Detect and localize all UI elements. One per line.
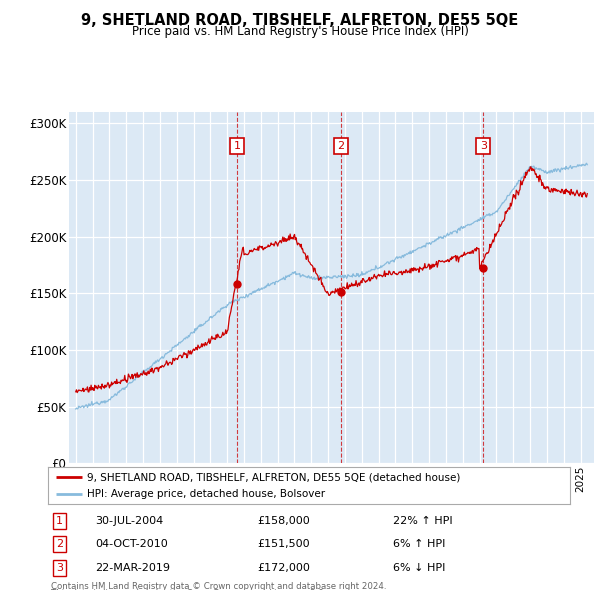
Text: 6% ↓ HPI: 6% ↓ HPI xyxy=(392,563,445,573)
Text: 9, SHETLAND ROAD, TIBSHELF, ALFRETON, DE55 5QE (detached house): 9, SHETLAND ROAD, TIBSHELF, ALFRETON, DE… xyxy=(87,473,461,482)
Text: £172,000: £172,000 xyxy=(257,563,310,573)
Text: Price paid vs. HM Land Registry's House Price Index (HPI): Price paid vs. HM Land Registry's House … xyxy=(131,25,469,38)
Text: 6% ↑ HPI: 6% ↑ HPI xyxy=(392,539,445,549)
Text: £158,000: £158,000 xyxy=(257,516,310,526)
Text: Contains HM Land Registry data © Crown copyright and database right 2024.: Contains HM Land Registry data © Crown c… xyxy=(51,582,386,590)
Text: 2: 2 xyxy=(56,539,63,549)
Text: 30-JUL-2004: 30-JUL-2004 xyxy=(95,516,163,526)
Text: 3: 3 xyxy=(480,141,487,151)
Text: 2: 2 xyxy=(337,141,344,151)
Text: 1: 1 xyxy=(56,516,63,526)
Text: £151,500: £151,500 xyxy=(257,539,310,549)
Text: 3: 3 xyxy=(56,563,63,573)
Text: 04-OCT-2010: 04-OCT-2010 xyxy=(95,539,168,549)
Text: 22-MAR-2019: 22-MAR-2019 xyxy=(95,563,170,573)
Text: This data is licensed under the Open Government Licence v3.0.: This data is licensed under the Open Gov… xyxy=(51,589,326,590)
Text: 22% ↑ HPI: 22% ↑ HPI xyxy=(392,516,452,526)
Text: HPI: Average price, detached house, Bolsover: HPI: Average price, detached house, Bols… xyxy=(87,490,325,499)
Text: 9, SHETLAND ROAD, TIBSHELF, ALFRETON, DE55 5QE: 9, SHETLAND ROAD, TIBSHELF, ALFRETON, DE… xyxy=(82,13,518,28)
Text: 1: 1 xyxy=(233,141,241,151)
